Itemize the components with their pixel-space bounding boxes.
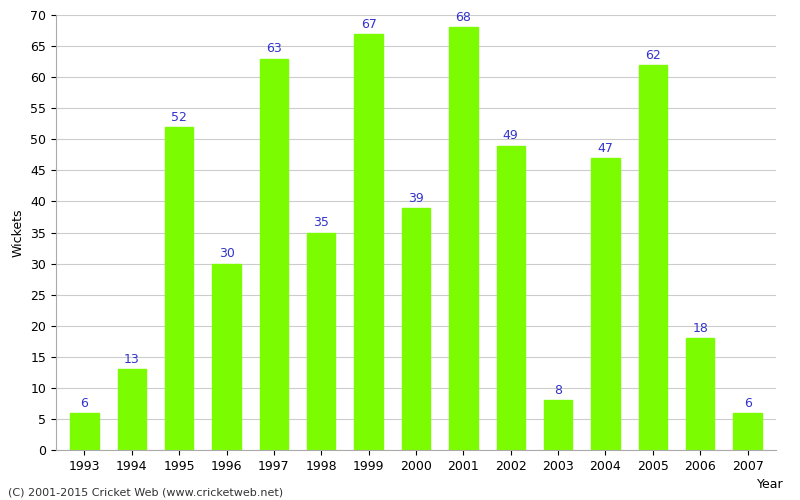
Bar [449,28,478,450]
Bar [70,412,98,450]
Text: 68: 68 [455,12,471,24]
Bar [638,64,667,450]
Text: 49: 49 [503,130,518,142]
Text: 8: 8 [554,384,562,397]
Text: 52: 52 [171,111,187,124]
Text: 67: 67 [361,18,377,30]
Bar [118,369,146,450]
Text: 35: 35 [314,216,330,230]
Text: 30: 30 [218,248,234,260]
Bar [497,146,525,450]
Text: 18: 18 [692,322,708,335]
Text: 39: 39 [408,192,424,204]
Text: (C) 2001-2015 Cricket Web (www.cricketweb.net): (C) 2001-2015 Cricket Web (www.cricketwe… [8,488,283,498]
Text: 47: 47 [598,142,614,155]
Bar [591,158,620,450]
Text: 62: 62 [645,48,661,62]
Bar [686,338,714,450]
Bar [544,400,572,450]
Bar [402,208,430,450]
Text: 6: 6 [81,396,88,409]
Text: Year: Year [758,478,784,490]
Bar [307,232,335,450]
Bar [165,127,194,450]
Y-axis label: Wickets: Wickets [12,208,25,257]
Bar [212,264,241,450]
Bar [354,34,383,450]
Bar [260,58,288,450]
Text: 6: 6 [744,396,751,409]
Text: 13: 13 [124,353,140,366]
Text: 63: 63 [266,42,282,56]
Bar [734,412,762,450]
